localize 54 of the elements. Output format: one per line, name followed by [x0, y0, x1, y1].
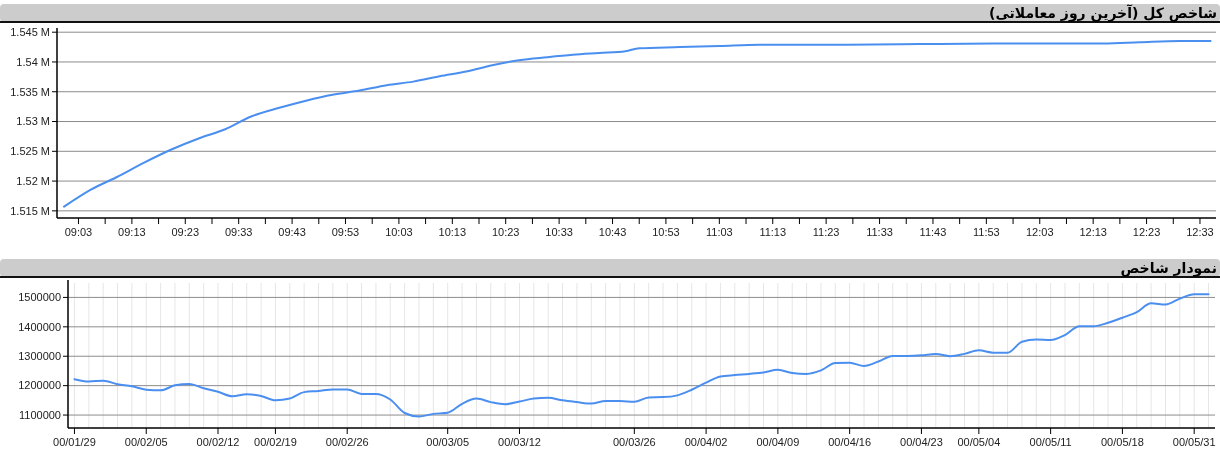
x-tick-label: 11:33: [866, 226, 893, 238]
x-tick-label: 09:53: [331, 226, 360, 238]
x-tick-label: 12:03: [1026, 226, 1054, 238]
x-tick-label: 00/02/12: [196, 436, 240, 448]
y-tick-label: 1300000: [18, 350, 61, 363]
x-tick-label: 10:53: [652, 226, 680, 238]
x-tick-label: 09:03: [64, 226, 93, 238]
x-tick-label: 00/02/19: [254, 436, 297, 448]
x-tick-label: 00/05/11: [1029, 436, 1072, 448]
x-tick-label: 00/05/18: [1100, 436, 1144, 448]
line-series: [63, 40, 1212, 208]
x-tick-label: 10:23: [491, 226, 520, 238]
x-tick-label: 12:13: [1079, 226, 1107, 238]
x-tick-label: 11:53: [972, 226, 1000, 238]
y-tick-label: 1.515 M: [10, 204, 50, 217]
x-tick-label: 00/05/04: [957, 436, 1001, 448]
y-tick-label: 1100000: [18, 408, 61, 421]
x-tick-label: 10:13: [438, 226, 467, 238]
y-tick-label: 1.54 M: [16, 55, 50, 68]
chart-title: نمودار شاخص: [1120, 260, 1217, 277]
y-tick-label: 1.525 M: [10, 145, 50, 158]
x-tick-label: 12:23: [1132, 226, 1161, 238]
x-tick-label: 00/04/02: [684, 436, 728, 448]
x-tick-label: 00/04/23: [900, 436, 943, 448]
x-tick-label: 00/04/09: [756, 436, 800, 448]
x-tick-label: 00/01/29: [53, 436, 96, 448]
x-tick-label: 09:13: [118, 226, 146, 238]
x-tick-label: 00/03/05: [426, 436, 470, 448]
y-tick-label: 1200000: [18, 379, 61, 392]
x-tick-label: 09:33: [224, 226, 253, 238]
x-tick-label: 11:03: [705, 226, 733, 238]
y-tick-label: 1.53 M: [16, 115, 50, 128]
x-tick-label: 00/05/31: [1172, 436, 1216, 448]
y-tick-label: 1.545 M: [10, 26, 50, 39]
y-tick-label: 1500000: [18, 291, 61, 304]
x-tick-label: 10:03: [385, 226, 413, 238]
y-tick-label: 1.52 M: [16, 174, 50, 187]
x-tick-label: 00/02/05: [124, 436, 168, 448]
x-tick-label: 00/02/26: [325, 436, 369, 448]
x-tick-label: 11:13: [759, 226, 787, 238]
x-tick-label: 10:43: [598, 226, 627, 238]
line-series: [73, 293, 1210, 418]
x-tick-label: 09:23: [171, 226, 200, 238]
x-tick-label: 00/03/12: [498, 436, 541, 448]
y-tick-label: 1400000: [18, 320, 61, 333]
x-tick-label: 00/03/26: [612, 436, 656, 448]
x-tick-label: 11:23: [812, 226, 840, 238]
chart-title: شاخص کل (آخرین روز معاملاتی): [989, 4, 1217, 22]
y-tick-label: 1.535 M: [10, 85, 50, 98]
x-tick-label: 10:33: [545, 226, 573, 238]
x-tick-label: 09:43: [278, 226, 306, 238]
x-tick-label: 12:33: [1186, 226, 1214, 238]
x-tick-label: 00/04/16: [828, 436, 872, 448]
x-tick-label: 11:43: [919, 226, 947, 238]
